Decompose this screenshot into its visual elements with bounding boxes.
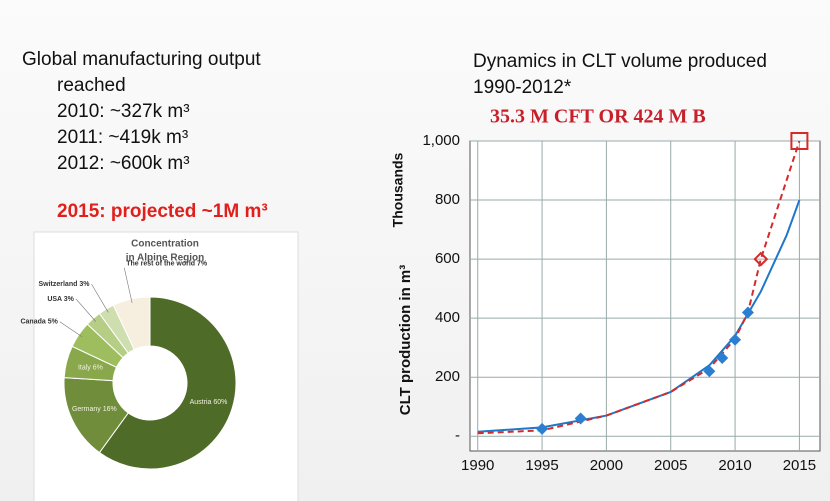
leader-line	[75, 298, 96, 322]
slice-label: Germany 16%	[72, 406, 117, 413]
chart-title: Dynamics in CLT volume produced	[473, 51, 767, 72]
slice-label: Canada 5%	[20, 319, 58, 326]
item: 2010: ~327k m³	[57, 101, 190, 122]
x-tick-label: 2015	[783, 457, 816, 474]
slice-label: USA 3%	[47, 296, 74, 303]
data-point	[716, 352, 729, 364]
y-tick-label: 200	[435, 368, 460, 385]
donut-slice	[98, 296, 237, 470]
x-tick-label: 2010	[718, 457, 751, 474]
leader-line	[91, 283, 109, 313]
donut-title: in Alpine Region	[126, 253, 205, 264]
x-tick-label: 1995	[525, 457, 558, 474]
donut-title: Concentration	[131, 239, 199, 250]
y-unit-label: Thousands	[390, 152, 406, 227]
data-point	[703, 365, 716, 378]
x-tick-label: 2000	[590, 457, 623, 474]
data-point	[729, 333, 742, 346]
plot-area	[469, 140, 821, 452]
chart-title: 1990-2012*	[473, 77, 572, 98]
item: 2011: ~419k m³	[57, 127, 188, 148]
leader-line	[123, 267, 133, 304]
annotation: 35.3 M CFT OR 424 M B	[490, 106, 706, 128]
y-axis-label: CLT production in m³	[397, 265, 414, 416]
projection: 2015: projected ~1M m³	[57, 201, 268, 222]
slice-label: The rest of the world 7%	[126, 261, 208, 268]
marker	[790, 132, 809, 150]
leader-line	[59, 321, 83, 338]
slice-label: Switzerland 3%	[38, 281, 90, 288]
data-point	[574, 412, 587, 425]
y-tick-label: 600	[435, 250, 460, 267]
left-text: Global manufacturing output reached 2010…	[22, 49, 268, 222]
item: 2012: ~600k m³	[57, 153, 190, 174]
slice-label: Italy 6%	[78, 365, 103, 372]
slice-label: Austria 60%	[190, 399, 228, 406]
y-tick-label: 800	[435, 191, 460, 208]
y-tick-label: -	[455, 427, 460, 444]
heading: Global manufacturing output	[22, 49, 261, 70]
y-tick-label: 1,000	[422, 132, 460, 149]
donut-slice	[112, 296, 151, 351]
marker	[753, 251, 769, 267]
x-tick-label: 1990	[461, 457, 494, 474]
data-point	[741, 306, 754, 319]
x-tick-label: 2005	[654, 457, 687, 474]
heading-cont: reached	[57, 75, 126, 96]
data-point	[536, 422, 549, 435]
y-tick-label: 400	[435, 309, 460, 326]
